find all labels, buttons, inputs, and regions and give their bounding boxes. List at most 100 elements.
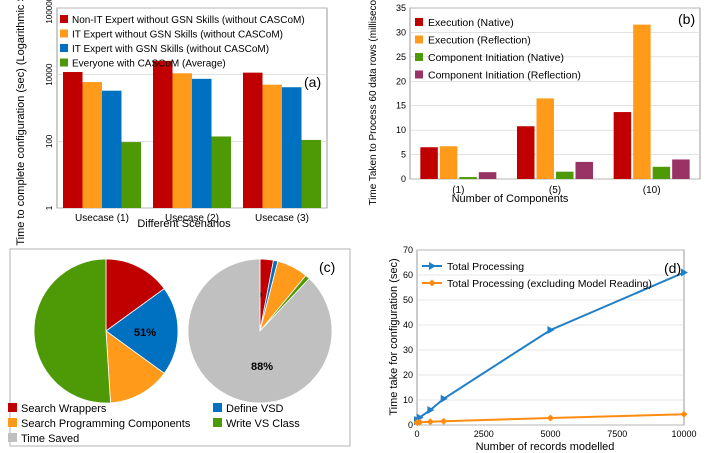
d-y-tick-label: 0 [408,420,413,430]
d-y-tick-label: 70 [403,245,413,255]
c-legend-label: Write VS Class [226,418,300,430]
a-bar [102,90,122,208]
b-y-tick-label: 15 [396,101,406,111]
a-legend-label: Non-IT Expert without GSN Skills (withou… [72,15,305,26]
pie-slice-label: 51% [134,327,156,339]
panel-c-label: (c) [319,259,335,275]
a-y-tick-label: 1000000 [45,0,54,24]
a-legend-swatch [60,58,68,67]
b-y-tick-label: 20 [396,76,406,86]
b-y-tick-label: 5 [401,150,406,160]
b-legend-swatch [415,70,423,79]
panel-b-plot-area [409,7,701,180]
panel-a-label: (a) [304,74,321,90]
a-bar [301,139,321,208]
a-bar [192,78,212,208]
b-legend-swatch [415,18,423,26]
d-point [416,413,424,422]
d-legend-marker [429,262,436,270]
b-y-tick-label: 0 [401,174,406,184]
panel-d-x-ticks: 0 2500 5000 7500 10000 [414,429,696,439]
b-y-tick-label: 30 [396,27,406,37]
panel-a-category-labels: Usecase (1) Usecase (2) Usecase (3) [75,213,309,224]
panel-b-legend: Execution (Native) Execution (Reflection)… [415,17,581,82]
panel-d-y-axis-label: Time take for configuration (sec) [388,258,400,415]
d-point [440,394,448,403]
panel-c-legend: Search Wrappers Define VSD Search Programm… [8,403,300,445]
a-bar [282,87,302,208]
d-x-tick-label: 10000 [671,429,696,439]
d-y-tick-label: 30 [403,345,413,355]
b-category-label: (1) [452,185,464,196]
d-x-tick-label: 0 [414,429,419,439]
b-bar [633,24,651,179]
a-legend-label: IT Expert without GSN Skills (without CA… [72,30,283,41]
b-bar [652,166,671,179]
a-category-label: Usecase (3) [255,213,309,224]
c-legend-swatch [213,418,222,427]
a-legend-label: Everyone with CASCoM (Average) [72,59,226,70]
d-point [680,410,688,418]
d-y-tick-label: 40 [403,320,413,330]
panel-a-x-axis-label: Different Scenarios [137,218,231,230]
d-x-tick-label: 2500 [474,429,494,439]
panel-a-y-ticks: 1 100 10000 1000000 [45,0,54,210]
b-bar [517,126,535,179]
panel-d-label: (d) [664,260,681,276]
b-legend-swatch [415,35,423,44]
pie-slice [33,258,111,404]
pie-slice [105,330,165,404]
b-bar [672,159,690,179]
panel-d-plot-area [416,249,685,426]
pie-slice [105,258,165,332]
c-legend-label: Time Saved [21,433,79,445]
d-point [440,417,448,425]
d-point [547,326,555,334]
b-y-tick-label: 10 [396,125,406,135]
b-y-tick-label: 35 [396,3,406,13]
a-bar [82,82,102,208]
b-legend-label: Component Initiation (Reflection) [428,70,581,82]
d-legend-label: Total Processing [447,261,524,273]
pie-slice [187,258,333,404]
panel-d-y-ticks: 0 10 20 30 40 50 60 70 [403,245,413,430]
d-point [426,418,434,426]
b-bar [420,147,438,179]
d-y-tick-label: 60 [403,270,413,280]
panel-b: 0 5 10 15 20 25 30 35 (1) (5) (10) Execution (Nat… [368,0,701,206]
b-bar [556,171,574,179]
panel-a-legend: Non-IT Expert without GSN Skills (withou… [60,15,305,70]
c-legend-label: Search Wrappers [21,403,107,415]
c-legend-swatch [8,403,17,412]
panel-c-pie-left: 15%20%14%51% [33,258,179,404]
a-legend-swatch [60,44,68,52]
b-legend-label: Component Initiation (Native) [428,52,564,64]
panel-b-y-axis-label: Time Taken to Process 60 data rows (mill… [368,0,379,206]
panel-d: 0 10 20 30 40 50 60 70 0 2500 5000 7500 10000 Total… [388,245,697,453]
a-bar [211,136,231,208]
b-category-label: (5) [549,185,561,196]
panel-a-y-axis-label: Time to complete configuration (sec) (Lo… [15,0,27,246]
d-point [681,268,688,277]
a-legend-label: IT Expert with GSN Skills (without CASCo… [72,44,269,55]
panel-b-category-labels: (1) (5) (10) [452,185,660,196]
panel-b-bars [420,24,690,179]
panel-d-x-axis-label: Number of records modelled [476,441,615,453]
panel-d-legend: Total Processing Total Processing (exclud… [422,261,652,290]
a-legend-swatch [60,29,68,38]
a-bar [121,142,141,208]
d-point [416,418,424,426]
c-legend-label: Define VSD [226,403,284,415]
d-point [547,414,554,422]
b-bar [536,98,554,179]
b-legend-label: Execution (Reflection) [428,35,531,47]
panel-c: 15%20%14%51% 3%1%7%1%88% Search Wrappers… [8,248,351,447]
a-y-tick-label: 10000 [45,63,54,86]
panel-d-gridlines [417,249,684,426]
b-y-tick-label: 25 [396,52,406,62]
d-x-tick-label: 5000 [540,429,560,439]
a-legend-swatch [60,15,68,23]
panel-c-pie-right: 3%1%7%1%88% [187,258,333,404]
